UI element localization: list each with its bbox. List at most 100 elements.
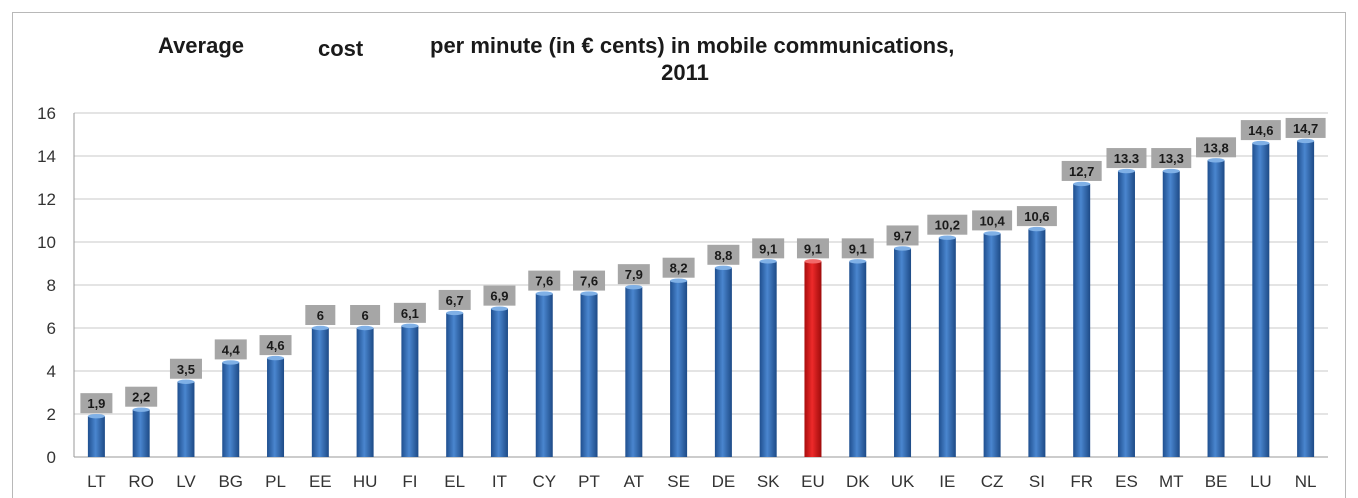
data-label: 13.3 — [1114, 151, 1139, 166]
bars — [87, 138, 1315, 458]
bar-ie — [938, 237, 956, 457]
chart-title-word-3: per minute (in € cents) in mobile commun… — [430, 33, 954, 58]
x-tick-label: RO — [128, 472, 154, 491]
data-label: 10,2 — [935, 218, 960, 233]
bar-cap — [938, 235, 956, 240]
x-tick-label: PT — [578, 472, 600, 491]
x-tick-label: DE — [712, 472, 736, 491]
data-label: 10,6 — [1024, 209, 1049, 224]
x-tick-label: PL — [265, 472, 286, 491]
x-tick-label: SE — [667, 472, 690, 491]
x-tick-label: FR — [1070, 472, 1093, 491]
bar-cap — [1207, 158, 1225, 163]
data-label: 9,7 — [893, 228, 911, 243]
data-label: 9,1 — [849, 241, 867, 256]
bar-cz — [983, 233, 1001, 457]
x-tick-label: IT — [492, 472, 507, 491]
x-tick-label: BG — [218, 472, 243, 491]
x-tick-label: CZ — [981, 472, 1004, 491]
x-tick-label: EL — [444, 472, 465, 491]
data-label-box — [125, 386, 158, 407]
x-tick-label: LU — [1250, 472, 1272, 491]
data-label-box — [1061, 160, 1102, 181]
data-label: 7,6 — [580, 274, 598, 289]
bar-fi — [401, 325, 419, 457]
bar-cap — [222, 360, 240, 365]
data-label: 3,5 — [177, 362, 195, 377]
x-tick-label: FI — [402, 472, 417, 491]
data-label: 2,2 — [132, 390, 150, 405]
bar-pt — [580, 293, 598, 457]
data-label: 1,9 — [87, 396, 105, 411]
bar-cap — [1073, 181, 1091, 187]
bar-lu — [1252, 143, 1270, 457]
chart-title-line-2: 2011 — [661, 60, 709, 85]
bar-sk — [759, 261, 777, 457]
bar-cap — [1297, 138, 1315, 144]
bar-cap — [401, 323, 419, 329]
bar-cap — [670, 278, 688, 283]
bar-uk — [894, 248, 912, 457]
chart-title-word-1: Average — [158, 33, 244, 58]
bar-cap — [983, 231, 1001, 236]
y-tick-label: 16 — [37, 104, 56, 123]
bar-mt — [1162, 171, 1180, 458]
y-tick-label: 4 — [47, 362, 56, 381]
data-label-box — [796, 238, 829, 259]
y-axis: 0 2 4 6 8 10 12 14 16 — [37, 104, 75, 467]
x-tick-label: CY — [532, 472, 556, 491]
data-label-box — [80, 393, 113, 414]
bar-si — [1028, 229, 1046, 457]
data-label-box — [1196, 137, 1237, 158]
x-tick-label: LT — [87, 472, 106, 491]
y-tick-label: 12 — [37, 190, 56, 209]
bar-ro — [132, 409, 150, 457]
data-label: 13,8 — [1203, 140, 1228, 155]
bar-cap — [132, 407, 150, 412]
data-label: 14,6 — [1248, 123, 1273, 138]
data-label: 8,8 — [714, 248, 732, 263]
data-label: 6 — [361, 308, 368, 323]
x-tick-label: ES — [1115, 472, 1138, 491]
x-axis: LT RO LV BG PL EE HU FI EL IT CY PT AT SE DE SK EU DK UK IE… — [87, 472, 1316, 491]
data-label-box — [483, 285, 516, 306]
data-label: 6 — [317, 308, 324, 323]
x-tick-label: LV — [176, 472, 196, 491]
data-label-box — [1106, 148, 1147, 169]
data-label: 6,1 — [401, 306, 419, 321]
data-label: 7,9 — [625, 267, 643, 282]
bar-hu — [356, 328, 374, 457]
data-label-box — [972, 210, 1013, 231]
bar-cap — [490, 306, 508, 311]
data-label-box — [259, 335, 292, 356]
data-label-box — [886, 225, 919, 246]
data-label: 14,7 — [1293, 121, 1318, 136]
bar-fr — [1073, 183, 1091, 457]
data-label-box — [1151, 148, 1192, 169]
data-label-box — [214, 339, 247, 360]
bar-cap — [1252, 140, 1270, 146]
data-label: 9,1 — [759, 241, 777, 256]
data-label-box — [617, 264, 650, 285]
bar-cap — [535, 291, 553, 296]
data-label: 9,1 — [804, 241, 822, 256]
bar-cap — [267, 355, 285, 361]
y-tick-label: 6 — [47, 319, 56, 338]
data-label: 6,9 — [490, 289, 508, 304]
x-tick-label: SI — [1029, 472, 1045, 491]
data-label: 8,2 — [670, 261, 688, 276]
bar-cap — [177, 379, 195, 384]
bar-cap — [356, 325, 374, 331]
x-tick-label: HU — [353, 472, 378, 491]
data-label-box — [707, 244, 740, 265]
bar-cap — [849, 259, 867, 264]
bar-be — [1207, 160, 1225, 458]
bar-cap — [714, 265, 732, 270]
x-tick-label: AT — [624, 472, 644, 491]
x-tick-label: SK — [757, 472, 780, 491]
bar-cap — [1117, 168, 1135, 174]
bar-cap — [894, 246, 912, 251]
data-label-box — [927, 214, 968, 235]
data-label: 6,7 — [446, 293, 464, 308]
bar-nl — [1297, 140, 1315, 457]
